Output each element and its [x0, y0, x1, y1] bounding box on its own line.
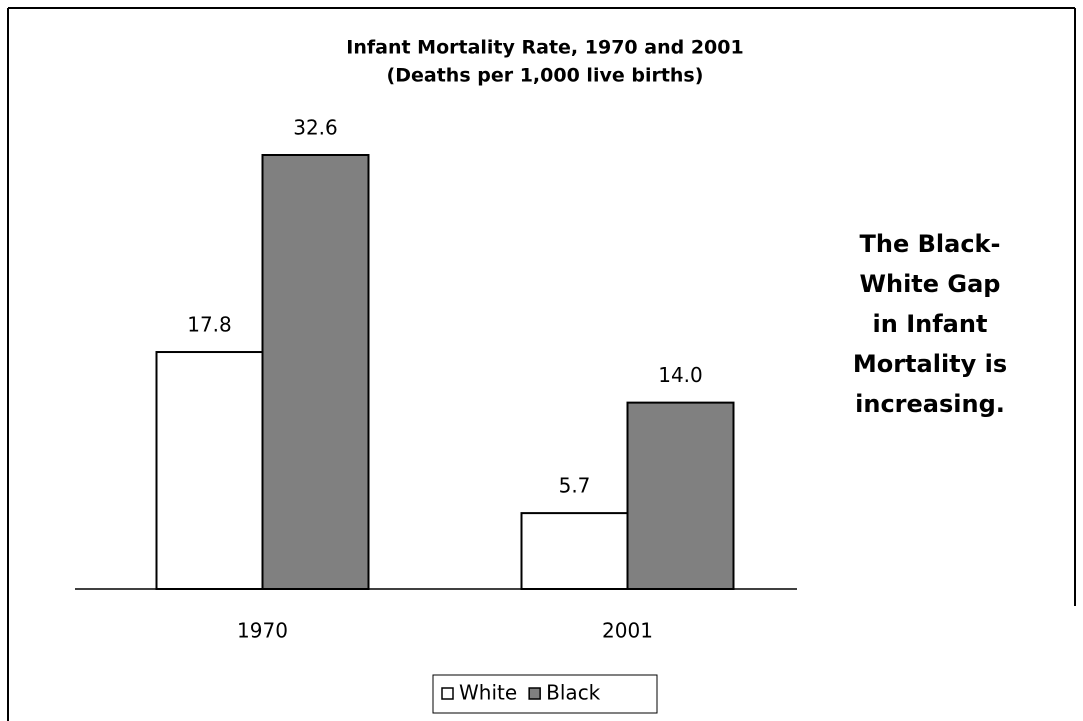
value-label: 32.6	[293, 116, 338, 140]
annotation: increasing.	[855, 390, 1005, 418]
annotation: in Infant	[873, 310, 988, 338]
x-tick-label: 2001	[602, 619, 653, 643]
value-label: 17.8	[187, 313, 232, 337]
x-tick-label: 1970	[237, 619, 288, 643]
legend-label: Black	[546, 681, 601, 705]
bar	[520, 512, 629, 591]
bar	[626, 401, 735, 590]
chart-title: Infant Mortality Rate, 1970 and 2001	[346, 37, 743, 59]
annotation: White Gap	[860, 270, 1001, 298]
legend-box	[432, 674, 658, 714]
value-label: 14.0	[658, 363, 703, 387]
legend-swatch	[528, 687, 541, 700]
chart-subtitle: (Deaths per 1,000 live births)	[387, 65, 704, 87]
bar	[155, 351, 264, 590]
annotation: Mortality is	[853, 350, 1007, 378]
annotation: The Black-	[860, 230, 1001, 258]
value-label: 5.7	[559, 474, 591, 498]
bar	[261, 154, 370, 590]
legend-label: White	[459, 681, 517, 705]
legend-swatch	[441, 687, 454, 700]
